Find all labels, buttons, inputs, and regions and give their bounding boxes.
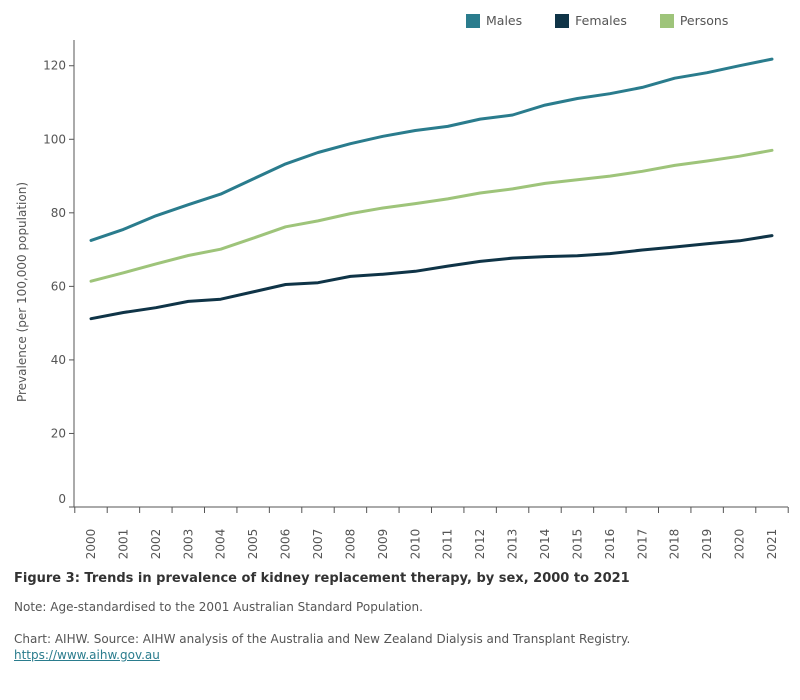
x-tick-label-2005: 2005 — [246, 529, 260, 560]
line-chart: 0 20 40 60 80 100 120 2000 2001 2002 2003 2004 2005 2… — [15, 40, 789, 560]
legend-item-males[interactable]: Males — [466, 13, 522, 28]
legend-item-persons[interactable]: Persons — [659, 13, 729, 28]
legend-swatch-females — [555, 13, 570, 28]
aihw-link[interactable]: https://www.aihw.gov.au — [14, 648, 160, 662]
chart-lines — [89, 57, 774, 321]
x-tick-label-2009: 2009 — [376, 529, 390, 560]
y-axis-label: Prevalence (per 100,000 population) — [15, 182, 29, 402]
y-tick-label-80: 80 — [51, 206, 66, 220]
x-tick-label-2003: 2003 — [181, 529, 195, 560]
x-tick-label-2020: 2020 — [733, 529, 747, 560]
legend-swatch-persons — [659, 13, 674, 28]
x-tick-label-2002: 2002 — [149, 529, 163, 560]
x-tick-label-2016: 2016 — [603, 529, 617, 560]
x-tick-label-2001: 2001 — [116, 529, 130, 560]
figure-caption: Figure 3: Trends in prevalence of kidney… — [14, 571, 784, 662]
x-tick-label-2017: 2017 — [635, 529, 649, 560]
x-tick-label-2021: 2021 — [765, 529, 779, 560]
legend-label-females: Females — [575, 13, 627, 28]
y-tick-label-120: 120 — [43, 59, 66, 73]
y-tick-label-0: 0 — [58, 492, 66, 506]
y-tick-label-100: 100 — [43, 132, 66, 146]
x-tick-label-2011: 2011 — [441, 529, 455, 560]
series-line-males — [89, 57, 774, 242]
x-tick-label-2019: 2019 — [700, 529, 714, 560]
y-tick-label-20: 20 — [51, 426, 66, 440]
y-tick-label-60: 60 — [51, 279, 66, 293]
x-tick-label-2012: 2012 — [473, 529, 487, 560]
legend-swatch-males — [466, 13, 480, 28]
series-line-persons — [89, 148, 774, 283]
figure-title: Figure 3: Trends in prevalence of kidney… — [14, 571, 630, 586]
legend-label-males: Males — [486, 13, 523, 28]
x-tick-label-2015: 2015 — [570, 529, 584, 560]
x-tick-label-2013: 2013 — [506, 529, 520, 560]
x-tick-label-2018: 2018 — [668, 529, 682, 560]
figure-note: Note: Age-standardised to the 2001 Austr… — [14, 600, 423, 614]
y-tick-label-40: 40 — [51, 353, 66, 367]
legend-label-persons: Persons — [679, 13, 729, 28]
x-tick-label-2007: 2007 — [311, 529, 325, 560]
series-line-females — [89, 234, 774, 321]
x-tick-label-2000: 2000 — [84, 529, 98, 560]
figure-source: Chart: AIHW. Source: AIHW analysis of th… — [14, 632, 631, 646]
x-tick-label-2014: 2014 — [538, 529, 552, 560]
x-tick-label-2010: 2010 — [408, 529, 422, 560]
x-tick-label-2008: 2008 — [343, 529, 357, 560]
x-tick-label-2006: 2006 — [279, 529, 293, 560]
chart-axes: 0 20 40 60 80 100 120 2000 2001 2002 2003 2004 2005 2… — [43, 40, 789, 560]
x-tick-label-2004: 2004 — [214, 529, 228, 560]
legend-item-females[interactable]: Females — [555, 13, 627, 28]
chart-legend: Males Females Persons — [466, 13, 761, 28]
